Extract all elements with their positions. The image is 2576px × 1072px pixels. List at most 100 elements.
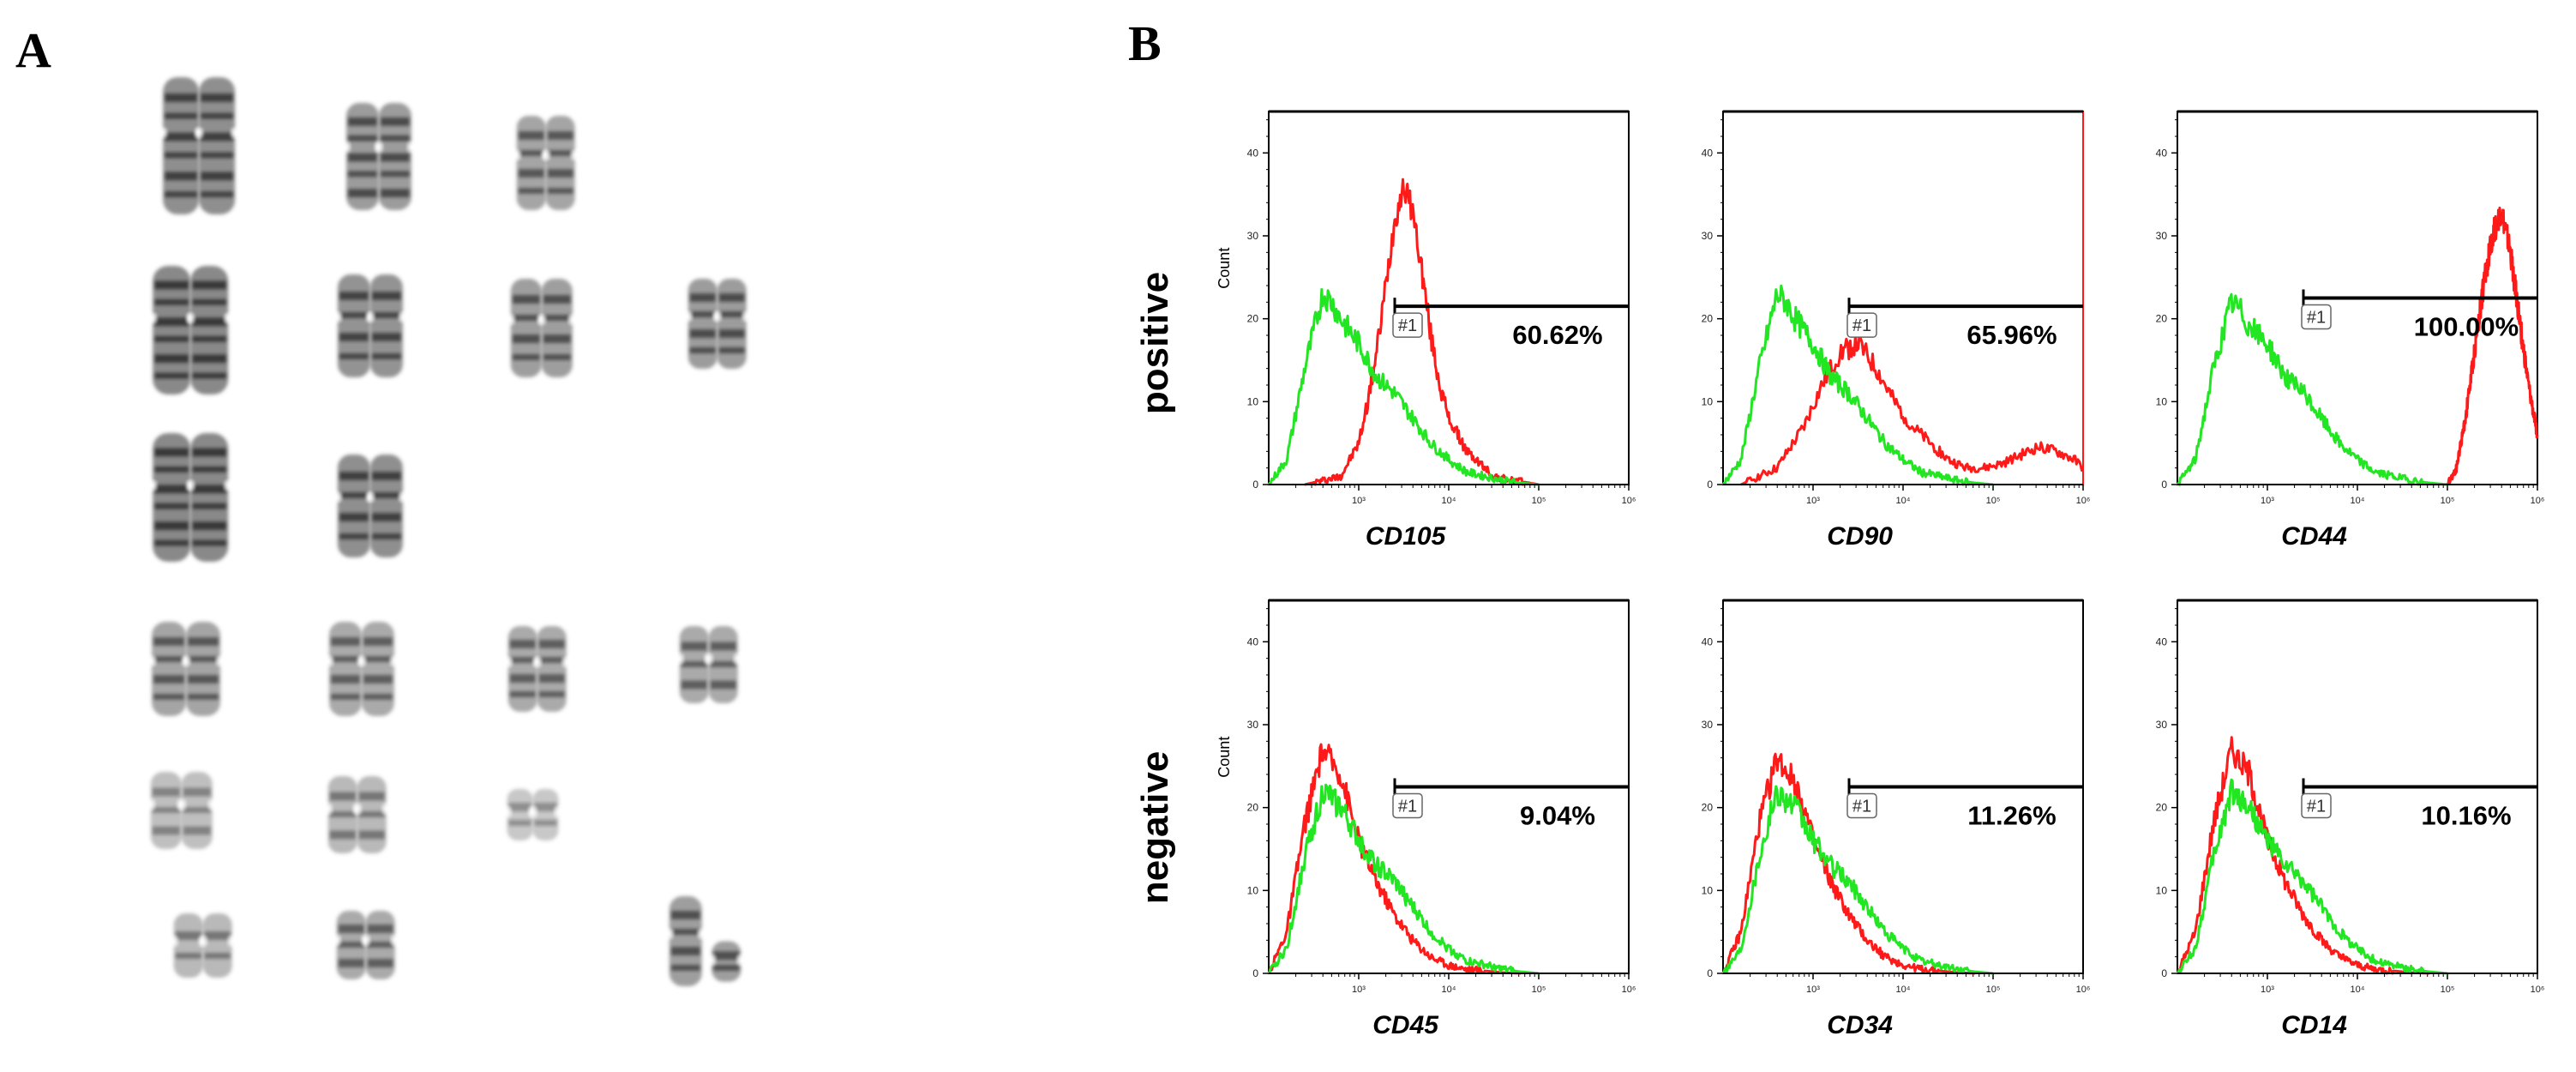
y-tick-label: 40: [2156, 635, 2168, 647]
x-tick-label: 10⁴: [1442, 985, 1456, 995]
gate-tag: #1: [2307, 798, 2326, 816]
histogram-cd90: 0 10 20 30 40 10³ 10⁴ 10⁵ 10⁶ #1 65.96% CD90: [1702, 110, 2091, 551]
gate-percentage: 100.00%: [2414, 312, 2519, 342]
chromosome-pair: [150, 622, 222, 716]
y-tick-label: 30: [1702, 230, 1714, 242]
gate-tag-box: [1846, 312, 1877, 338]
y-tick-label: 10: [1247, 395, 1259, 407]
chromosome-pair: [335, 455, 405, 557]
chromosome-pair: [335, 274, 405, 377]
y-tick-label: 30: [2156, 719, 2168, 731]
x-tick-label: 10⁵: [2441, 496, 2455, 506]
x-tick-label: 10⁴: [2351, 985, 2365, 995]
y-tick-label: 20: [1247, 313, 1259, 325]
y-tick-label: 20: [1247, 802, 1259, 814]
chromosome: [505, 789, 535, 840]
chromosome: [531, 789, 561, 840]
chromosome: [368, 274, 405, 377]
chromosome: [335, 455, 372, 557]
panel-label-a: A: [15, 22, 51, 78]
chromosome-pair: [171, 913, 234, 978]
sample-histogram-line: [1740, 332, 2084, 486]
chromosome-pair: [505, 789, 561, 840]
chromosome: [539, 279, 574, 377]
x-tick-label: 10⁵: [1532, 985, 1546, 995]
chromosome-pair: [334, 911, 397, 979]
y-tick-label: 20: [2156, 802, 2168, 814]
x-tick-label: 10³: [1806, 985, 1820, 995]
chromosome-pair: [677, 626, 740, 703]
y-tick-label: 40: [1702, 147, 1714, 159]
y-tick-label: 10: [2156, 395, 2168, 407]
sample-histogram-line: [1267, 743, 1522, 975]
y-tick-label: 0: [2161, 967, 2167, 979]
x-tick-label: 10⁴: [2351, 496, 2365, 506]
chromosome: [686, 279, 719, 369]
control-histogram-line: [2176, 292, 2448, 486]
chromosome: [189, 266, 231, 394]
x-tick-label: 10³: [1352, 496, 1366, 506]
karyotype-image: [148, 77, 748, 986]
y-tick-label: 10: [1702, 395, 1714, 407]
chromosome: [171, 913, 205, 978]
chromosome: [535, 626, 568, 712]
y-tick-label: 0: [2161, 479, 2167, 491]
chromosome: [197, 77, 237, 214]
chromosome: [201, 913, 234, 978]
gate-tag-box: [2301, 304, 2332, 330]
chromosome: [189, 433, 231, 562]
marker-label: CD44: [2281, 522, 2347, 551]
chromosome-pair: [151, 266, 231, 394]
chromosome-pair: [514, 116, 577, 210]
chromosome: [184, 622, 222, 716]
control-histogram-line: [1721, 785, 1994, 975]
gate-tag: #1: [1852, 316, 1871, 335]
chromosome: [508, 279, 543, 377]
x-tick-label: 10⁵: [1986, 496, 2001, 506]
chromosome: [368, 455, 405, 557]
histogram-cd105: 0 10 20 30 40 10³ 10⁴ 10⁵ 10⁶ Count #1 60.62% CD105: [1216, 110, 1636, 551]
chromosome: [543, 116, 577, 210]
marker-label: CD34: [1827, 1011, 1893, 1039]
sample-histogram-line: [2446, 206, 2539, 485]
chromosome: [334, 911, 368, 979]
marker-label: CD105: [1366, 522, 1447, 551]
chromosome-pair: [667, 896, 743, 986]
x-tick-label: 10³: [1806, 496, 1820, 506]
marker-label: CD14: [2281, 1011, 2347, 1039]
y-tick-label: 40: [1702, 635, 1714, 647]
chromosome: [150, 622, 188, 716]
y-tick-label: 0: [1252, 967, 1258, 979]
y-tick-label: 10: [2156, 884, 2168, 896]
chromosome: [363, 911, 397, 979]
y-tick-label: 0: [1252, 479, 1258, 491]
y-tick-label: 0: [1707, 967, 1713, 979]
control-histogram-line: [2176, 778, 2448, 975]
chromosome: [710, 941, 743, 982]
x-tick-label: 10⁶: [2076, 496, 2091, 506]
chromosome: [355, 776, 388, 853]
histogram-cd44: 0 10 20 30 40 10³ 10⁴ 10⁵ 10⁶ #1 100.00% CD44: [2156, 110, 2545, 551]
chromosome: [335, 274, 372, 377]
y-tick-label: 40: [1247, 635, 1259, 647]
y-tick-label: 30: [1247, 719, 1259, 731]
y-axis-label: Count: [1216, 737, 1233, 778]
x-tick-label: 10⁴: [1896, 985, 1911, 995]
chromosome: [706, 626, 740, 703]
chromosome-pair: [327, 622, 396, 716]
y-tick-label: 20: [1702, 802, 1714, 814]
y-tick-label: 20: [1702, 313, 1714, 325]
x-tick-label: 10³: [1352, 985, 1366, 995]
histogram-cd34: 0 10 20 30 40 10³ 10⁴ 10⁵ 10⁶ #1 11.26% CD34: [1702, 599, 2090, 1039]
gate-tag-box: [2301, 792, 2332, 819]
row-label-negative: negative: [1134, 751, 1176, 905]
x-tick-label: 10⁵: [1986, 985, 2001, 995]
x-tick-label: 10⁵: [1532, 496, 1546, 506]
y-tick-label: 40: [2156, 147, 2168, 159]
x-tick-label: 10⁴: [1896, 496, 1911, 506]
gate-tag-box: [1392, 312, 1423, 338]
x-tick-label: 10⁶: [2531, 496, 2545, 506]
x-tick-label: 10⁵: [2441, 985, 2455, 995]
chromosome-pair: [151, 433, 231, 562]
